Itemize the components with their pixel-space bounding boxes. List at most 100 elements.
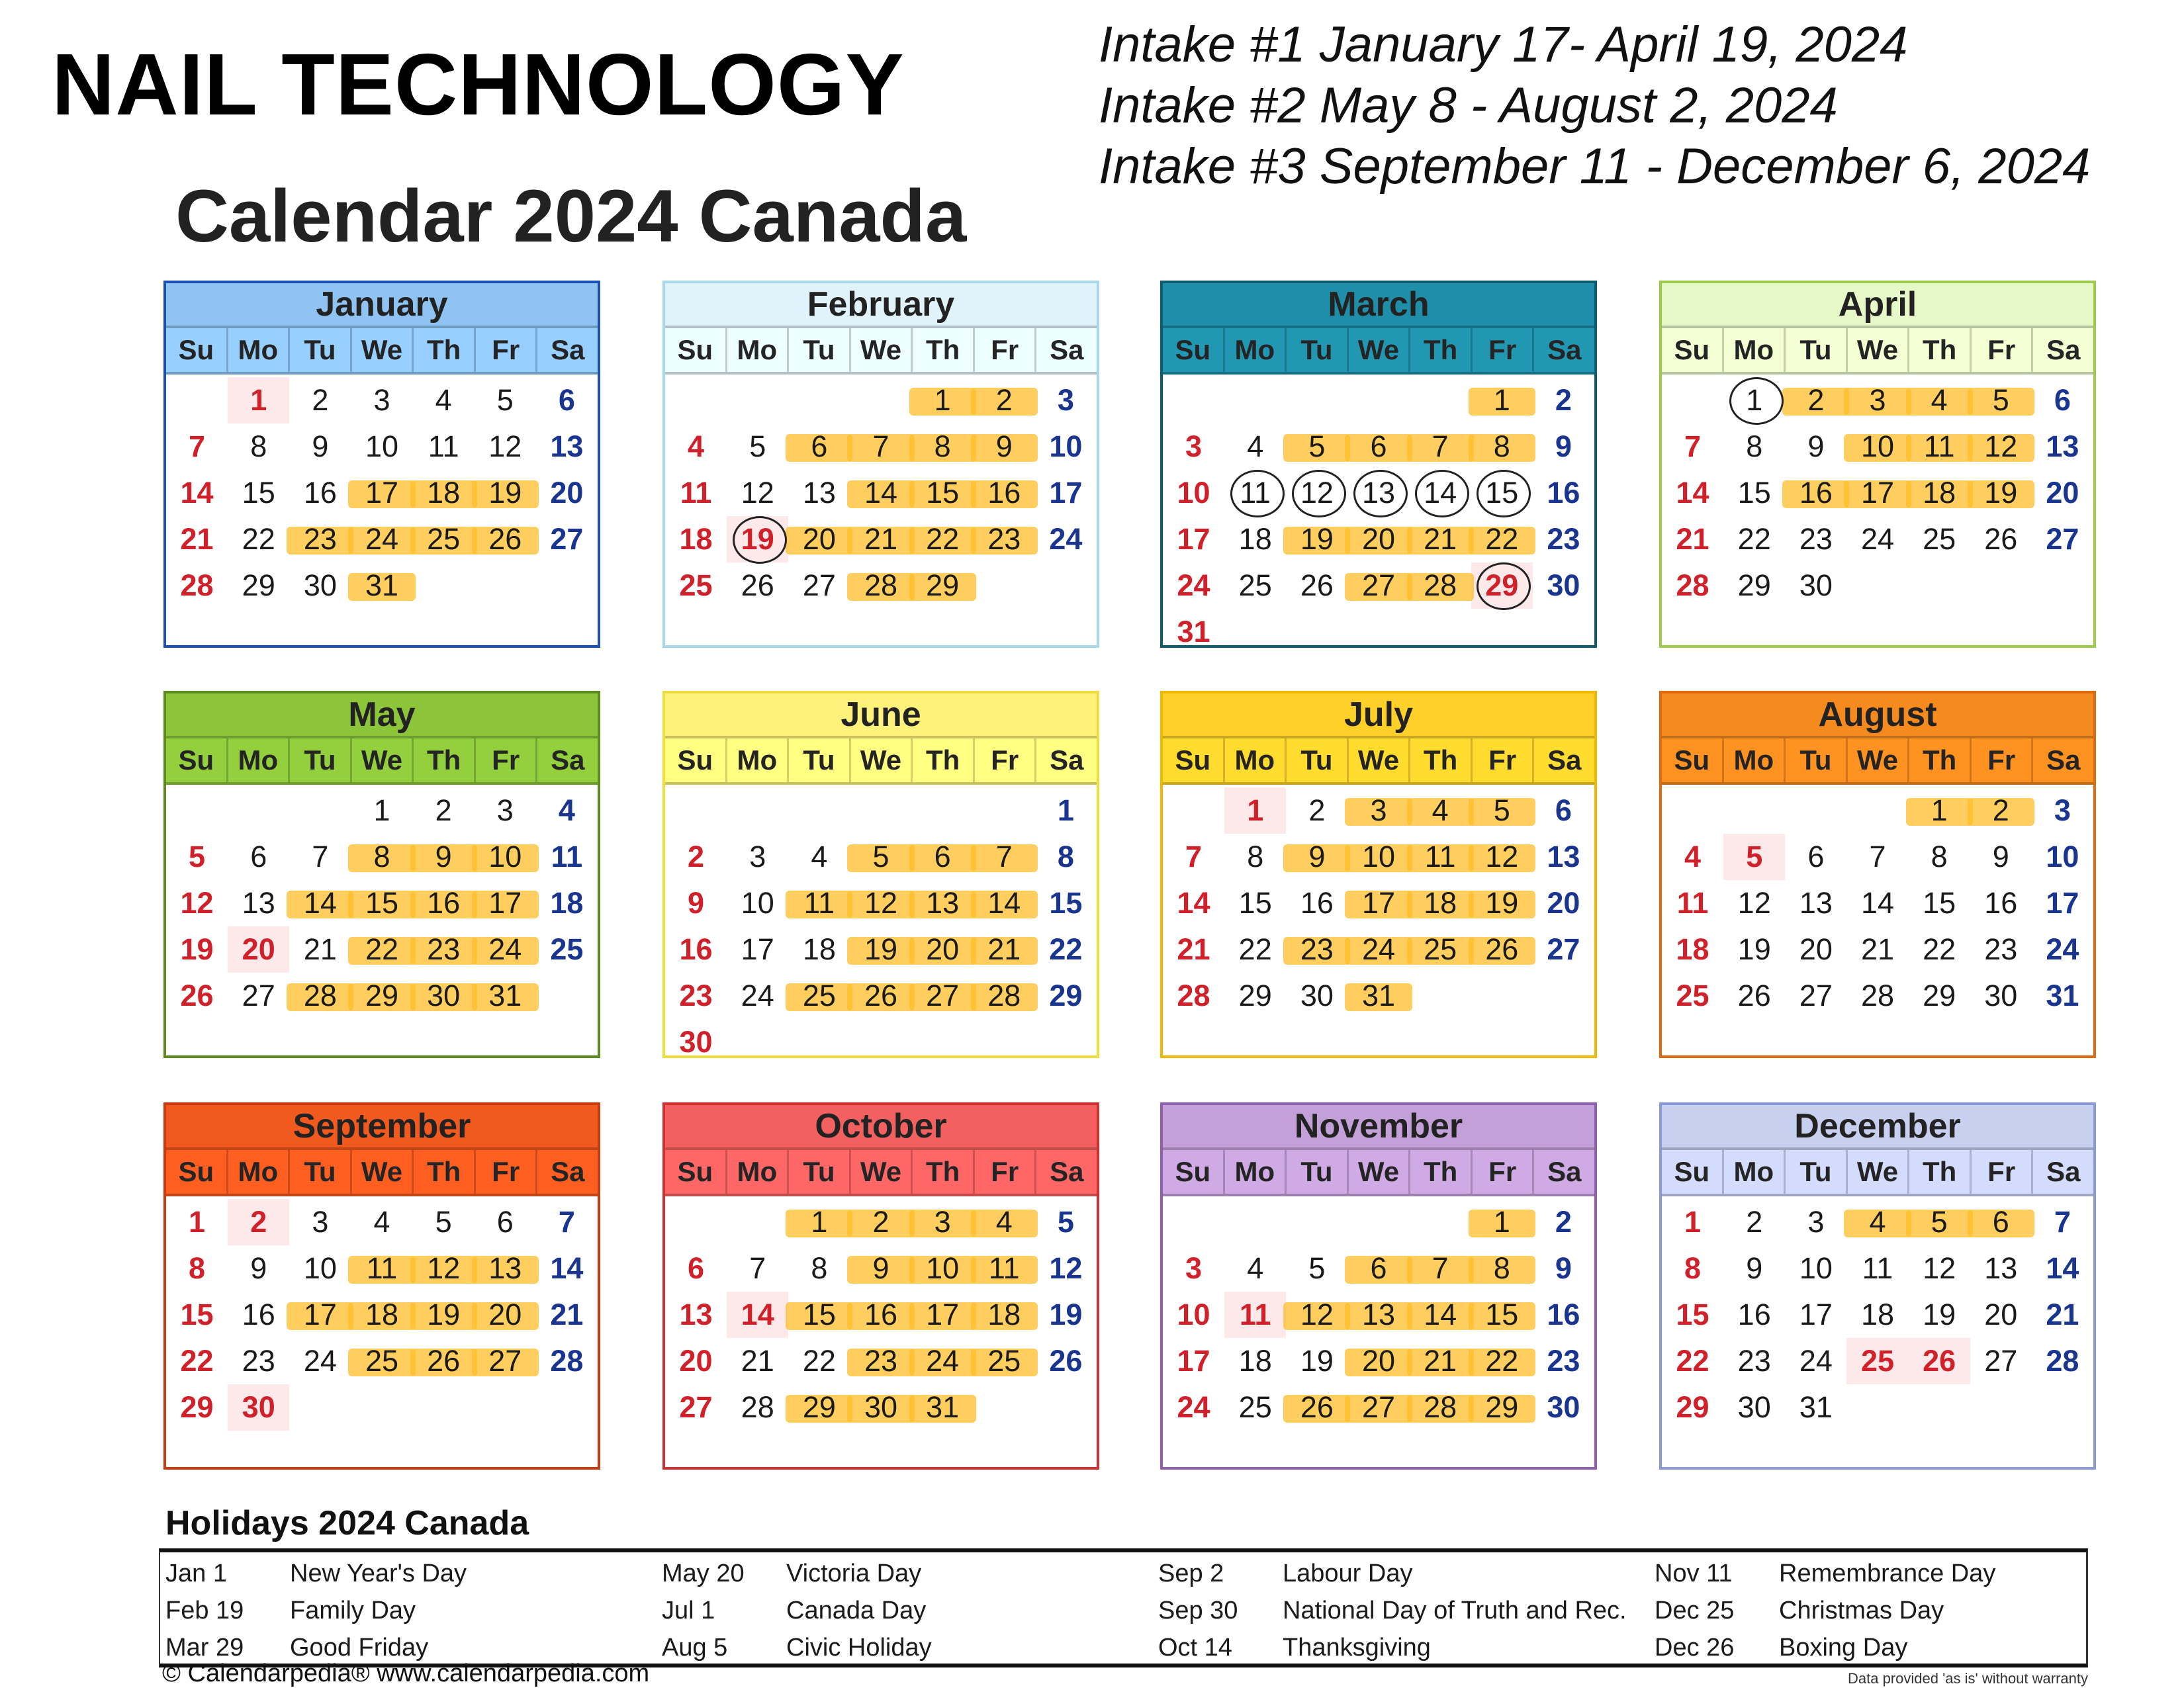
month-name: January bbox=[166, 283, 598, 326]
day-cell: 26 bbox=[471, 516, 539, 562]
day-number: 3 bbox=[934, 1205, 951, 1239]
day-number: 1 bbox=[250, 383, 267, 417]
day-number: 2 bbox=[995, 383, 1013, 417]
day-number: 1 bbox=[811, 1205, 828, 1239]
day-cell: 21 bbox=[1406, 516, 1474, 562]
weekday-label: Th bbox=[1909, 1150, 1972, 1194]
empty-cell bbox=[475, 1384, 536, 1431]
week-row: 21 22 23 24 25 26 27 bbox=[1163, 926, 1594, 973]
holiday-column: May 20 Victoria Day Jul 1 Canada Day Aug 5 Ci… bbox=[662, 1555, 1152, 1666]
day-cell: 26 bbox=[847, 973, 915, 1019]
empty-cell bbox=[974, 1384, 1035, 1431]
day-cell: 9 bbox=[665, 880, 727, 926]
day-number: 9 bbox=[435, 840, 452, 873]
day-number: 29 bbox=[365, 979, 399, 1012]
day-number: 29 bbox=[242, 568, 275, 602]
day-cell: 15 bbox=[1035, 880, 1097, 926]
empty-cell bbox=[1410, 609, 1471, 655]
day-cell: 25 bbox=[970, 1338, 1038, 1384]
day-number: 7 bbox=[312, 840, 329, 873]
day-cell: 18 bbox=[348, 1292, 416, 1338]
day-number: 31 bbox=[926, 1390, 960, 1424]
day-cell: 24 bbox=[348, 516, 416, 562]
weekday-label: Fr bbox=[1972, 738, 2034, 782]
day-number: 4 bbox=[1869, 1205, 1886, 1239]
day-number: 11 bbox=[366, 1251, 398, 1285]
day-number: 16 bbox=[242, 1298, 275, 1331]
day-cell: 26 bbox=[1283, 1384, 1351, 1431]
empty-cell bbox=[850, 377, 911, 423]
intake-1: Intake #1 January 17- April 19, 2024 bbox=[1099, 17, 1908, 73]
day-cell: 2 bbox=[1967, 787, 2034, 834]
day-number: 13 bbox=[1984, 1251, 2018, 1285]
day-cell: 15 bbox=[1662, 1292, 1723, 1338]
day-cell: 9 bbox=[847, 1245, 915, 1292]
holiday-row: Feb 19 Family Day bbox=[165, 1592, 655, 1629]
weekday-label: Fr bbox=[1972, 1150, 2034, 1194]
day-number: 14 bbox=[1424, 1298, 1457, 1331]
day-cell: 18 bbox=[970, 1292, 1038, 1338]
day-cell: 8 bbox=[1662, 1245, 1723, 1292]
week-row: 3 4 5 6 7 8 9 bbox=[1163, 1245, 1594, 1292]
day-cell: 1 bbox=[786, 1199, 853, 1245]
day-number: 5 bbox=[435, 1205, 452, 1239]
day-cell: 29 bbox=[166, 1384, 228, 1431]
day-number: 20 bbox=[2046, 476, 2079, 510]
week-row: 14 15 16 17 18 19 20 bbox=[1662, 470, 2093, 516]
day-cell: 30 bbox=[1533, 562, 1594, 609]
holiday-date: Sep 2 bbox=[1158, 1560, 1224, 1587]
empty-cell bbox=[912, 1019, 974, 1065]
day-number: 11 bbox=[988, 1251, 1020, 1285]
holiday-column: Jan 1 New Year's Day Feb 19 Family Day Mar 2… bbox=[165, 1555, 655, 1666]
day-cell: 2 bbox=[1533, 1199, 1594, 1245]
day-cell: 18 bbox=[1905, 470, 1973, 516]
day-number: 7 bbox=[1684, 429, 1702, 463]
day-number: 9 bbox=[312, 429, 329, 463]
day-cell: 12 bbox=[1035, 1245, 1097, 1292]
weekday-label: Su bbox=[166, 738, 228, 782]
weekday-label: Sa bbox=[2046, 334, 2081, 365]
day-cell: 26 bbox=[1286, 562, 1347, 609]
day-number: 10 bbox=[488, 840, 522, 873]
day-number: 15 bbox=[242, 476, 275, 510]
day-cell: 3 bbox=[289, 1199, 351, 1245]
day-number: 13 bbox=[550, 429, 584, 463]
day-cell: 28 bbox=[1846, 973, 1908, 1019]
weekday-label: Mo bbox=[727, 1150, 790, 1194]
month-name: April bbox=[1662, 283, 2093, 326]
day-number: 29 bbox=[180, 1390, 214, 1424]
holiday-row: May 20 Victoria Day bbox=[662, 1555, 1152, 1592]
weekday-label: Mo bbox=[1225, 328, 1287, 372]
empty-cell bbox=[1909, 562, 1970, 609]
weekday-header: Su Mo Tu We Th Fr Sa bbox=[665, 736, 1097, 785]
day-cell: 28 bbox=[166, 562, 228, 609]
day-number: 5 bbox=[1308, 1251, 1326, 1285]
empty-cell bbox=[1662, 787, 1723, 834]
day-cell: 1 bbox=[1662, 1199, 1723, 1245]
day-cell: 25 bbox=[1224, 562, 1286, 609]
week-row: 5 6 7 8 9 10 11 bbox=[166, 834, 598, 880]
day-number: 15 bbox=[1737, 476, 1771, 510]
weekday-label: Mo bbox=[228, 1150, 291, 1194]
day-cell: 28 bbox=[1406, 1384, 1474, 1431]
day-cell: 4 bbox=[351, 1199, 412, 1245]
intake-2: Intake #2 May 8 - August 2, 2024 bbox=[1099, 77, 1838, 134]
holiday-date: Jul 1 bbox=[662, 1597, 715, 1624]
day-cell: 16 bbox=[1782, 470, 1850, 516]
day-cell: 9 bbox=[970, 423, 1038, 470]
day-number: 4 bbox=[558, 793, 575, 827]
day-number: 6 bbox=[1555, 793, 1572, 827]
week-row: 1 2 3 bbox=[1662, 787, 2093, 834]
day-cell: 25 bbox=[1224, 1384, 1286, 1431]
day-grid: 1 2 3 4 5 6 7 8 9 10 11 12 13 14 15 16 17 18 19 20 21 22 23 24 2… bbox=[1662, 1196, 2093, 1431]
day-number: 22 bbox=[1737, 522, 1771, 556]
weekday-label: Mo bbox=[1225, 738, 1287, 782]
day-number: 6 bbox=[558, 383, 575, 417]
holiday-name: New Year's Day bbox=[290, 1560, 467, 1587]
day-grid: 1 2 3 4 5 6 7 8 9 10 11 12 13 14 15 16 17 18 19 20 21 22 23 24 2… bbox=[665, 375, 1097, 609]
day-number: 28 bbox=[987, 979, 1021, 1012]
day-cell: 23 bbox=[1533, 516, 1594, 562]
day-number: 5 bbox=[1057, 1205, 1074, 1239]
day-cell: 31 bbox=[2032, 973, 2093, 1019]
day-number: 18 bbox=[679, 522, 713, 556]
